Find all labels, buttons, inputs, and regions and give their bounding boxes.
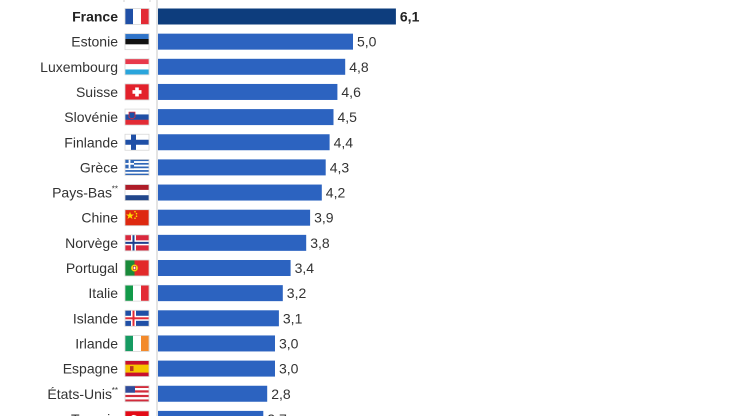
flag-finland-icon [124,133,150,151]
category-label: Turquie [71,411,118,416]
category-label: Espagne [63,361,118,377]
bar [158,109,334,126]
value-label: 4,5 [338,109,358,125]
category-label: Suisse [76,84,118,100]
value-label: 4,6 [341,84,361,100]
bar [158,260,291,276]
category-label: Chine [81,210,118,226]
value-label: 3,4 [295,260,315,276]
value-label: 2,8 [271,386,291,402]
bar [158,234,307,251]
flag-spain-icon [124,360,150,378]
flag-switzerland-icon [124,83,150,101]
bar [158,360,275,377]
value-label: 2,7 [267,411,287,416]
value-label: 3,0 [279,361,299,377]
value-label: 4,8 [349,59,369,75]
value-label: 3,1 [283,310,303,326]
flag-estonia-icon [124,33,150,51]
category-label: Portugal [66,260,118,276]
value-label: 3,2 [287,285,307,301]
flag-netherlands-icon [124,184,150,201]
category-label: Italie [88,285,118,301]
category-label: Pays-Bas [52,185,112,201]
bar [158,159,326,176]
flag-china-icon [124,209,150,227]
bar [158,335,275,352]
category-label: Islande [73,310,118,326]
category-label: France [72,9,118,25]
value-label: 4,2 [326,185,346,201]
category-label: États-Unis [47,386,112,402]
flag-greece-icon [124,158,150,176]
flag-slovenia-icon [124,108,150,126]
flag-ireland-icon [124,335,150,352]
category-label: Estonie [71,34,118,50]
flag-turkey-icon [124,410,150,416]
bar [158,410,264,416]
bar [158,8,396,25]
flag-france-icon [124,8,150,25]
flag-luxembourg-icon [124,58,150,76]
flag-portugal-icon [124,259,150,277]
category-label: Norvège [65,235,118,251]
bar [158,285,283,302]
category-label: Finlande [64,134,118,150]
value-label: 3,9 [314,210,334,226]
footnote-mark: ** [112,386,118,395]
flag-iceland-icon [124,309,150,327]
value-label: 4,4 [334,134,354,150]
footnote-mark: ** [112,185,118,194]
value-label: 5,0 [357,34,377,50]
bar [158,385,268,402]
bar [158,83,338,100]
bar [158,134,330,151]
flag-italy-icon [124,284,150,302]
flag-norway-icon [124,234,150,252]
bar [158,310,279,327]
category-label: Irlande [75,335,118,351]
bar [158,58,346,75]
bar [158,184,322,201]
category-label: Luxembourg [40,59,118,75]
category-label: Slovénie [64,109,118,125]
bar [158,33,353,50]
value-label: 3,8 [310,235,330,251]
bar [158,209,311,226]
value-label: 4,3 [330,159,350,175]
value-label: 3,0 [279,335,299,351]
category-label: Grèce [80,159,118,175]
value-label: 6,1 [400,9,420,25]
flag-usa-icon [124,385,150,403]
